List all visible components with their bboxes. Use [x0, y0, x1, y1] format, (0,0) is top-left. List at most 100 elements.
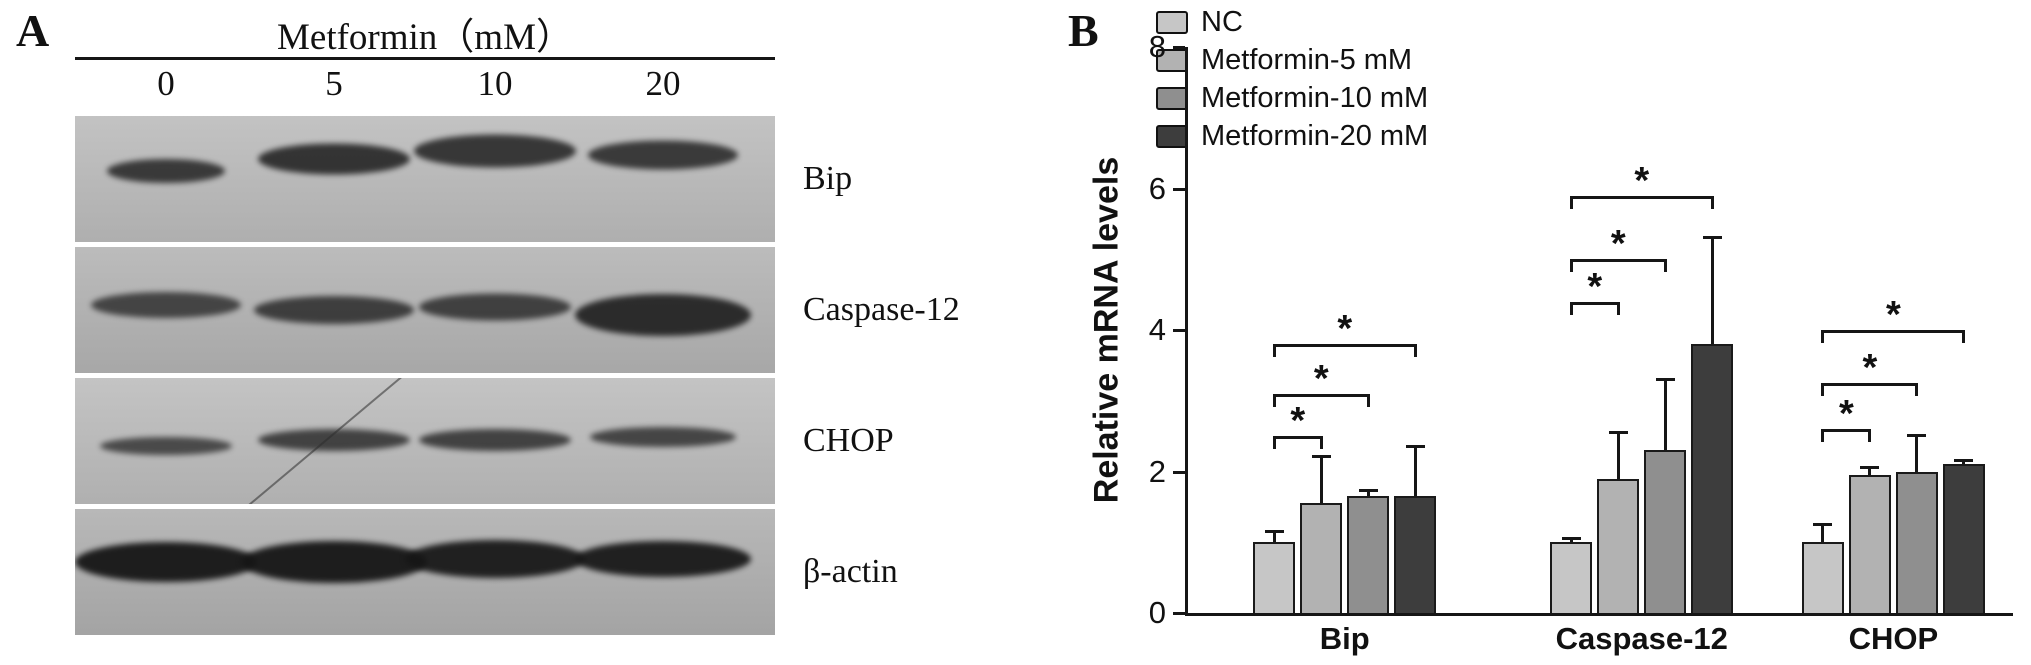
sig-bracket-tick	[1569, 301, 1573, 315]
blot-row: β-actin	[75, 509, 1025, 635]
panel-b-label: B	[1068, 5, 1099, 56]
error-bar	[1413, 446, 1417, 497]
lane-label: 0	[157, 64, 175, 103]
chart-legend: NC Metformin-5 mM Metformin-10 mM Metformin…	[1156, 8, 1428, 160]
legend-label: Metformin-20 mM	[1201, 120, 1429, 152]
blot-strip-actin	[75, 509, 775, 635]
y-axis-tick	[1173, 612, 1185, 615]
blot-strip-chop	[75, 378, 775, 504]
bar-bip-nc	[1253, 542, 1296, 613]
blot-band	[100, 437, 232, 456]
legend-item-metformin-20-mm: Metformin-20 mM	[1156, 122, 1428, 151]
y-tick-label: 0	[1148, 595, 1166, 630]
legend-item-metformin-10-mm: Metformin-10 mM	[1156, 84, 1428, 113]
blot-band	[419, 428, 571, 451]
blot-band	[258, 428, 410, 451]
sig-asterisk: *	[1587, 265, 1603, 308]
blot-band	[75, 541, 257, 582]
sig-bracket-line	[1822, 429, 1870, 433]
y-axis-tick	[1173, 187, 1185, 191]
sig-asterisk: *	[1634, 159, 1650, 202]
error-bar	[1616, 432, 1620, 479]
error-bar	[1319, 457, 1323, 504]
error-bar-cap	[1655, 377, 1675, 381]
y-axis-tick	[1173, 46, 1185, 49]
blot-band	[414, 134, 576, 168]
y-tick-label: 2	[1148, 453, 1166, 489]
y-tick-label: 4	[1148, 312, 1166, 347]
sig-asterisk: *	[1862, 347, 1878, 390]
sig-asterisk: *	[1337, 308, 1353, 351]
sig-bracket-line	[1274, 436, 1322, 440]
error-bar-cap	[1860, 465, 1880, 469]
y-tick-label: 8	[1148, 29, 1166, 64]
error-bar-cap	[1702, 236, 1722, 240]
error-bar-cap	[1561, 536, 1581, 540]
sig-bracket-tick	[1569, 195, 1573, 209]
blot-band	[419, 293, 571, 321]
y-axis-title: Relative mRNA levels	[1087, 156, 1126, 504]
sig-bracket-tick	[1962, 330, 1966, 343]
sig-bracket-tick	[1272, 436, 1276, 450]
bar-bip-metformin-20-mm	[1394, 496, 1437, 613]
blot-strip-caspase-12	[75, 247, 775, 373]
error-bar	[1915, 436, 1919, 472]
blot-band	[91, 291, 241, 318]
lane-label: 5	[325, 64, 343, 103]
sig-bracket-line	[1822, 330, 1964, 333]
legend-item-metformin-5-mm: Metformin-5 mM	[1156, 46, 1428, 75]
blot-rows: Bip Caspase-12 CHOP β-actin	[75, 116, 1025, 640]
error-bar	[1272, 531, 1276, 543]
blot-protein-label: Caspase-12	[803, 291, 960, 328]
sig-bracket-tick	[1366, 393, 1370, 407]
sig-bracket-tick	[1915, 383, 1919, 397]
error-bar	[1569, 538, 1573, 543]
lane-labels: 0 5 10 20	[75, 62, 775, 112]
bar-caspase-12-nc	[1550, 542, 1593, 613]
blot-row: Caspase-12	[75, 247, 1025, 373]
error-bar-cap	[1608, 430, 1628, 434]
y-axis-tick	[1173, 470, 1185, 474]
sig-asterisk: *	[1290, 400, 1306, 443]
lane-label: 20	[645, 64, 681, 103]
panel-a-label: A	[16, 5, 50, 56]
bar-caspase-12-metformin-10-mm	[1644, 450, 1687, 613]
blot-band	[575, 541, 751, 578]
sig-bracket-tick	[1821, 383, 1825, 397]
legend-swatch	[1156, 11, 1188, 34]
lane-label: 10	[477, 64, 513, 103]
plot-area: 0 2 4 6 8 Bip Caspase-12 CHOP * * * * * * * * *	[1149, 30, 2013, 656]
blot-strip-bip	[75, 116, 775, 242]
bar-bip-metformin-5-mm	[1300, 503, 1343, 613]
blot-band	[107, 159, 225, 184]
bar-caspase-12-metformin-5-mm	[1597, 478, 1640, 613]
error-bar	[1868, 467, 1872, 476]
x-category-label: CHOP	[1848, 621, 1939, 656]
blot-protein-label: β-actin	[803, 553, 898, 590]
sig-asterisk: *	[1838, 393, 1854, 436]
sig-bracket-tick	[1616, 301, 1620, 315]
sig-bracket-line	[1822, 383, 1917, 387]
sig-bracket-tick	[1821, 330, 1825, 343]
sig-bracket-tick	[1868, 429, 1872, 443]
blot-protein-label: CHOP	[803, 422, 894, 459]
x-category-label: Caspase-12	[1555, 621, 1728, 656]
error-bar	[1663, 379, 1667, 451]
legend-swatch	[1156, 125, 1188, 148]
legend-label: Metformin-5 mM	[1201, 44, 1413, 76]
metformin-header: Metformin（mM）	[277, 17, 573, 58]
error-bar-cap	[1813, 522, 1833, 526]
blot-band	[254, 296, 414, 324]
sig-bracket-tick	[1663, 259, 1667, 273]
error-bar-cap	[1311, 455, 1331, 459]
error-bar-cap	[1954, 458, 1974, 462]
bar-chop-metformin-5-mm	[1848, 475, 1891, 613]
sig-bracket-line	[1571, 259, 1666, 263]
y-axis-tick	[1173, 329, 1185, 332]
sig-bracket-line	[1571, 301, 1619, 305]
blot-row: Bip	[75, 116, 1025, 242]
blot-band	[588, 140, 738, 170]
blot-band	[590, 427, 736, 448]
error-bar	[1366, 491, 1370, 497]
